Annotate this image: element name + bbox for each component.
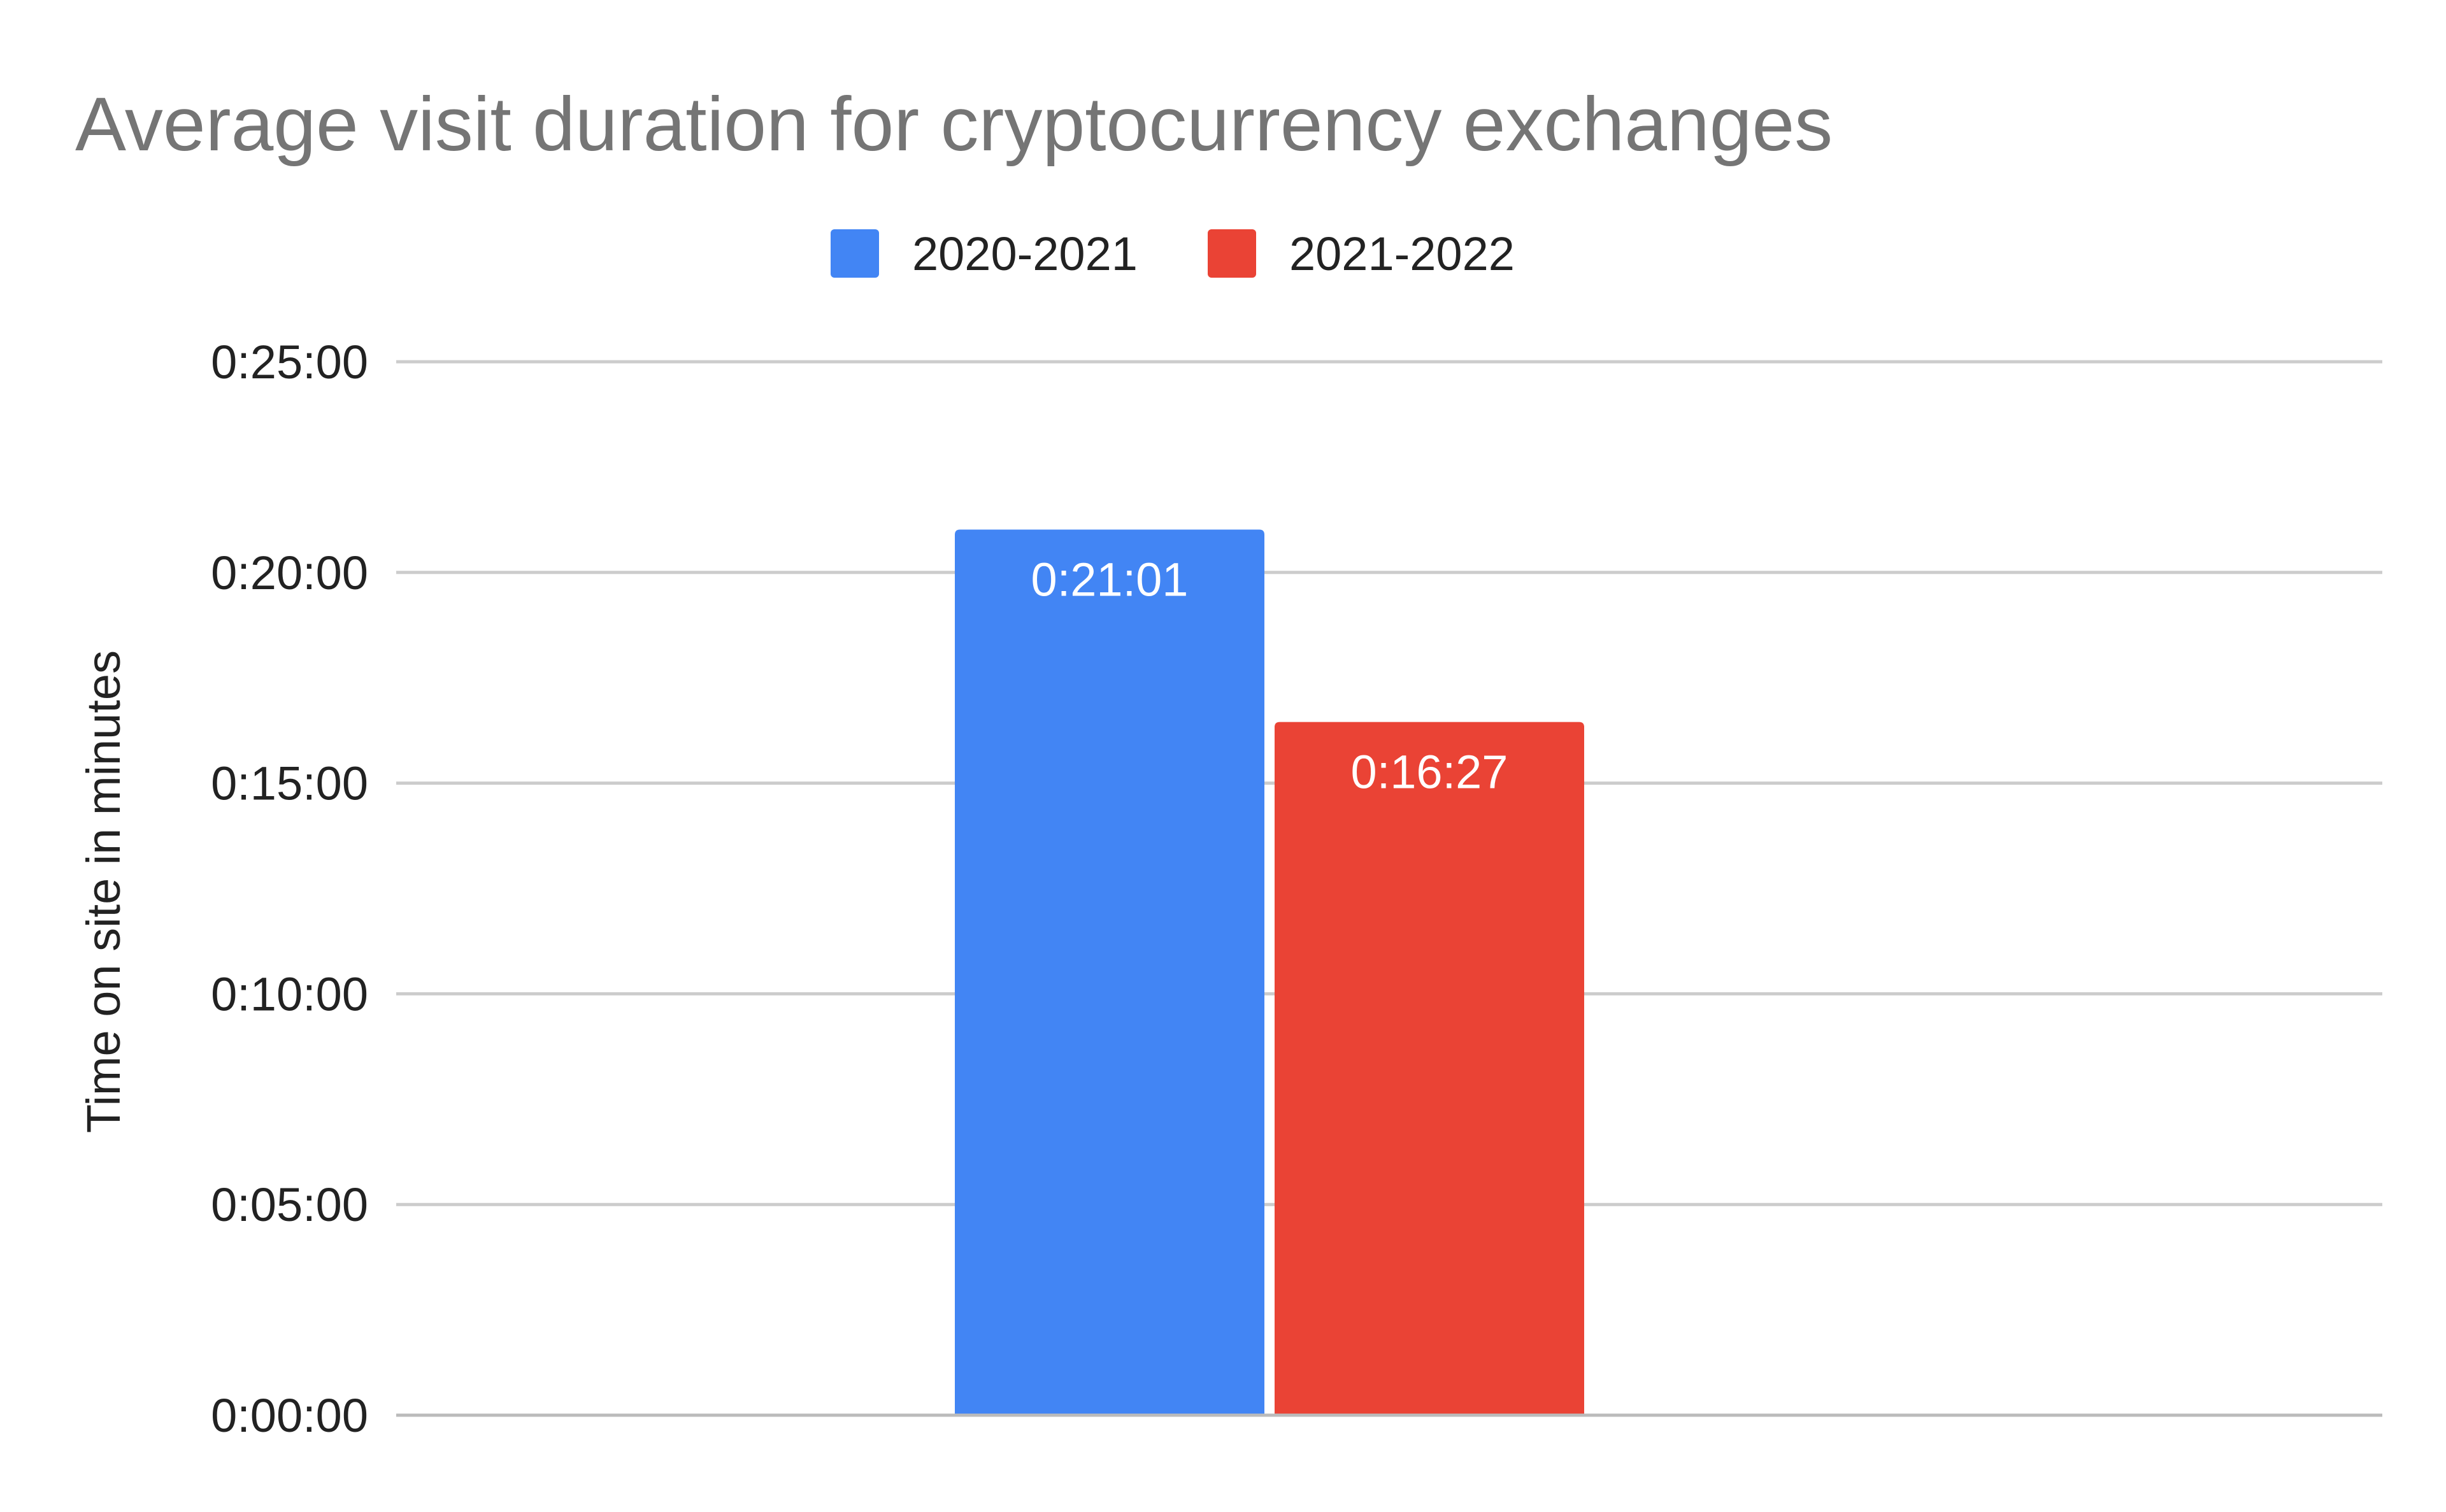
y-axis-label: Time on site in minutes [77,650,130,1133]
legend-label-2021-2022: 2021-2022 [1289,227,1515,280]
y-axis-ticks: 0:00:00 0:05:00 0:10:00 0:15:00 0:20:00 0:25:… [211,336,368,1442]
data-label-2021-2022: 0:16:27 [1351,746,1508,799]
bar-2020-2021 [955,529,1264,1415]
data-labels: 0:21:01 0:16:27 [1031,553,1508,799]
legend-swatch-2020-2021 [831,229,879,278]
legend-label-2020-2021: 2020-2021 [912,227,1138,280]
y-tick-label: 0:20:00 [211,546,368,599]
chart-title: Average visit duration for cryptocurrenc… [75,82,1833,167]
y-tick-label: 0:10:00 [211,967,368,1020]
legend-swatch-2021-2022 [1208,229,1256,278]
legend: 2020-2021 2021-2022 [831,227,1515,280]
y-tick-label: 0:25:00 [211,336,368,389]
bar-2021-2022 [1275,722,1584,1415]
bars [955,529,1584,1415]
data-label-2020-2021: 0:21:01 [1031,553,1189,606]
y-tick-label: 0:15:00 [211,757,368,810]
y-tick-label: 0:05:00 [211,1178,368,1231]
y-tick-label: 0:00:00 [211,1389,368,1442]
